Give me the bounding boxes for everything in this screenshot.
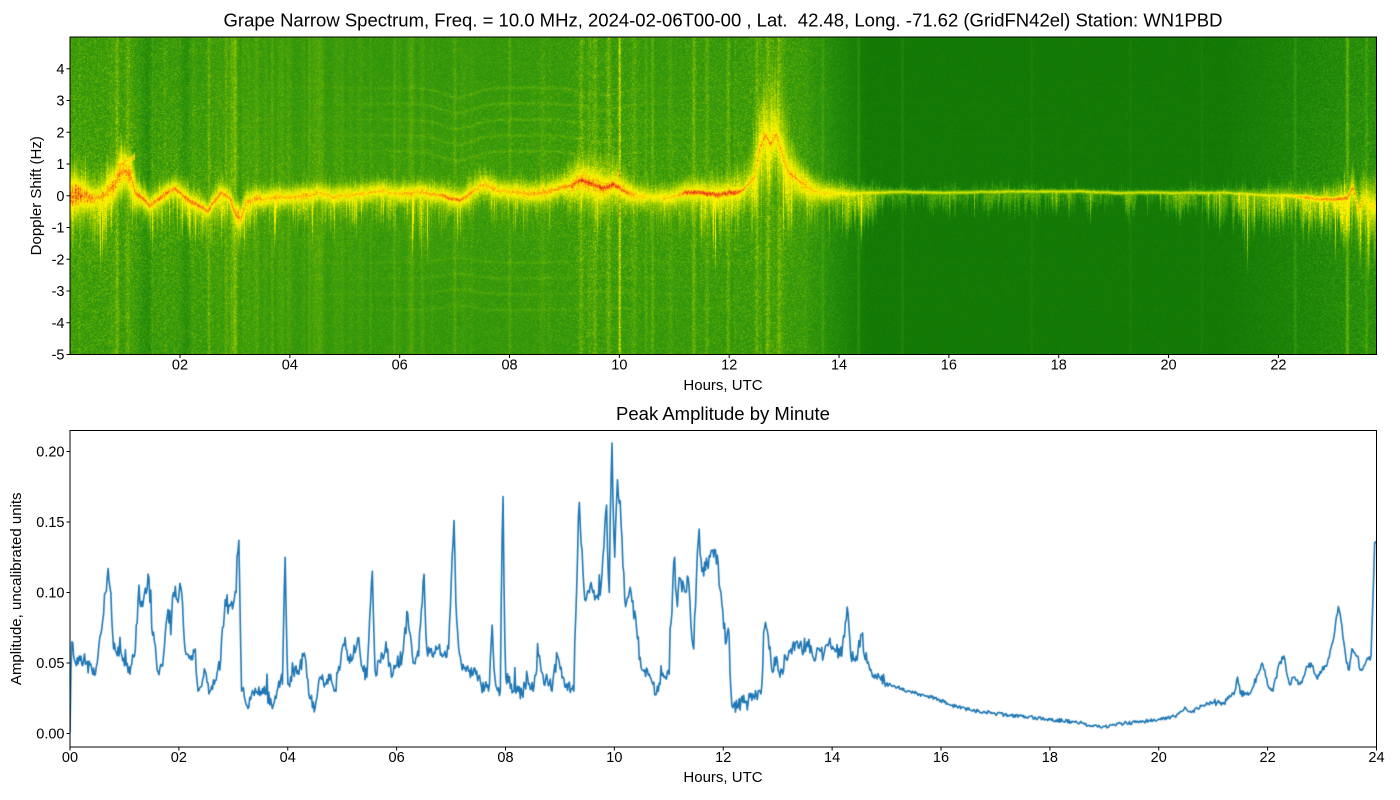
svg-text:Amplitude, uncalibrated units: Amplitude, uncalibrated units — [8, 492, 25, 685]
svg-text:12: 12 — [715, 750, 731, 766]
svg-text:22: 22 — [1260, 750, 1276, 766]
svg-text:14: 14 — [824, 750, 840, 766]
svg-text:04: 04 — [280, 750, 296, 766]
svg-text:0: 0 — [56, 189, 64, 205]
svg-text:02: 02 — [172, 358, 188, 374]
svg-text:Grape Narrow Spectrum, Freq. =: Grape Narrow Spectrum, Freq. = 10.0 MHz,… — [224, 10, 1223, 31]
svg-text:Doppler Shift (Hz): Doppler Shift (Hz) — [28, 136, 45, 255]
svg-text:06: 06 — [389, 750, 405, 766]
svg-text:18: 18 — [1051, 358, 1067, 374]
svg-text:1: 1 — [56, 157, 64, 173]
svg-text:0.05: 0.05 — [36, 656, 64, 672]
svg-text:10: 10 — [606, 750, 622, 766]
svg-text:16: 16 — [933, 750, 949, 766]
svg-text:-5: -5 — [52, 348, 65, 364]
svg-text:08: 08 — [501, 358, 517, 374]
svg-text:18: 18 — [1042, 750, 1058, 766]
svg-text:10: 10 — [611, 358, 627, 374]
svg-text:0.15: 0.15 — [36, 515, 64, 531]
svg-text:22: 22 — [1270, 358, 1286, 374]
svg-text:-1: -1 — [52, 221, 65, 237]
svg-text:16: 16 — [941, 358, 957, 374]
svg-text:2: 2 — [56, 125, 64, 141]
svg-text:14: 14 — [831, 358, 847, 374]
svg-text:08: 08 — [497, 750, 513, 766]
svg-text:Hours, UTC: Hours, UTC — [683, 377, 762, 394]
svg-text:20: 20 — [1160, 358, 1176, 374]
svg-text:0.00: 0.00 — [36, 727, 64, 743]
svg-text:24: 24 — [1368, 750, 1384, 766]
svg-text:06: 06 — [392, 358, 408, 374]
svg-text:Peak Amplitude by Minute: Peak Amplitude by Minute — [616, 403, 830, 424]
svg-text:3: 3 — [56, 94, 64, 110]
svg-text:0.10: 0.10 — [36, 586, 64, 602]
svg-text:4: 4 — [56, 62, 64, 78]
svg-text:-3: -3 — [52, 284, 65, 300]
svg-text:04: 04 — [282, 358, 298, 374]
svg-text:-4: -4 — [52, 316, 65, 332]
svg-text:-2: -2 — [52, 252, 65, 268]
svg-text:12: 12 — [721, 358, 737, 374]
svg-text:0.20: 0.20 — [36, 445, 64, 461]
svg-text:00: 00 — [62, 750, 78, 766]
svg-text:Hours, UTC: Hours, UTC — [683, 769, 762, 786]
svg-text:20: 20 — [1151, 750, 1167, 766]
svg-text:02: 02 — [171, 750, 187, 766]
